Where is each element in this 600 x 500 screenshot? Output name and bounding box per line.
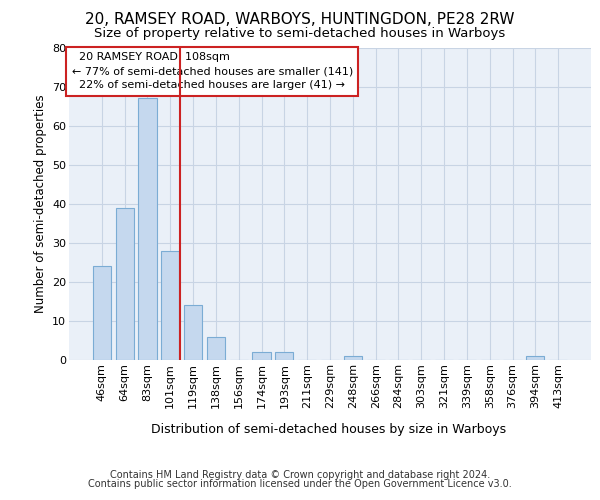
Bar	[116, 208, 134, 360]
Bar	[93, 266, 111, 360]
Bar	[207, 336, 225, 360]
Text: Distribution of semi-detached houses by size in Warboys: Distribution of semi-detached houses by …	[151, 422, 506, 436]
Bar	[253, 352, 271, 360]
Y-axis label: Number of semi-detached properties: Number of semi-detached properties	[34, 94, 47, 313]
Text: Contains public sector information licensed under the Open Government Licence v3: Contains public sector information licen…	[88, 479, 512, 489]
Text: Contains HM Land Registry data © Crown copyright and database right 2024.: Contains HM Land Registry data © Crown c…	[110, 470, 490, 480]
Text: 20 RAMSEY ROAD: 108sqm
← 77% of semi-detached houses are smaller (141)
  22% of : 20 RAMSEY ROAD: 108sqm ← 77% of semi-det…	[71, 52, 353, 90]
Bar	[275, 352, 293, 360]
Text: Size of property relative to semi-detached houses in Warboys: Size of property relative to semi-detach…	[94, 28, 506, 40]
Bar	[184, 306, 202, 360]
Bar	[161, 250, 179, 360]
Bar	[344, 356, 362, 360]
Bar	[139, 98, 157, 360]
Bar	[526, 356, 544, 360]
Text: 20, RAMSEY ROAD, WARBOYS, HUNTINGDON, PE28 2RW: 20, RAMSEY ROAD, WARBOYS, HUNTINGDON, PE…	[85, 12, 515, 28]
